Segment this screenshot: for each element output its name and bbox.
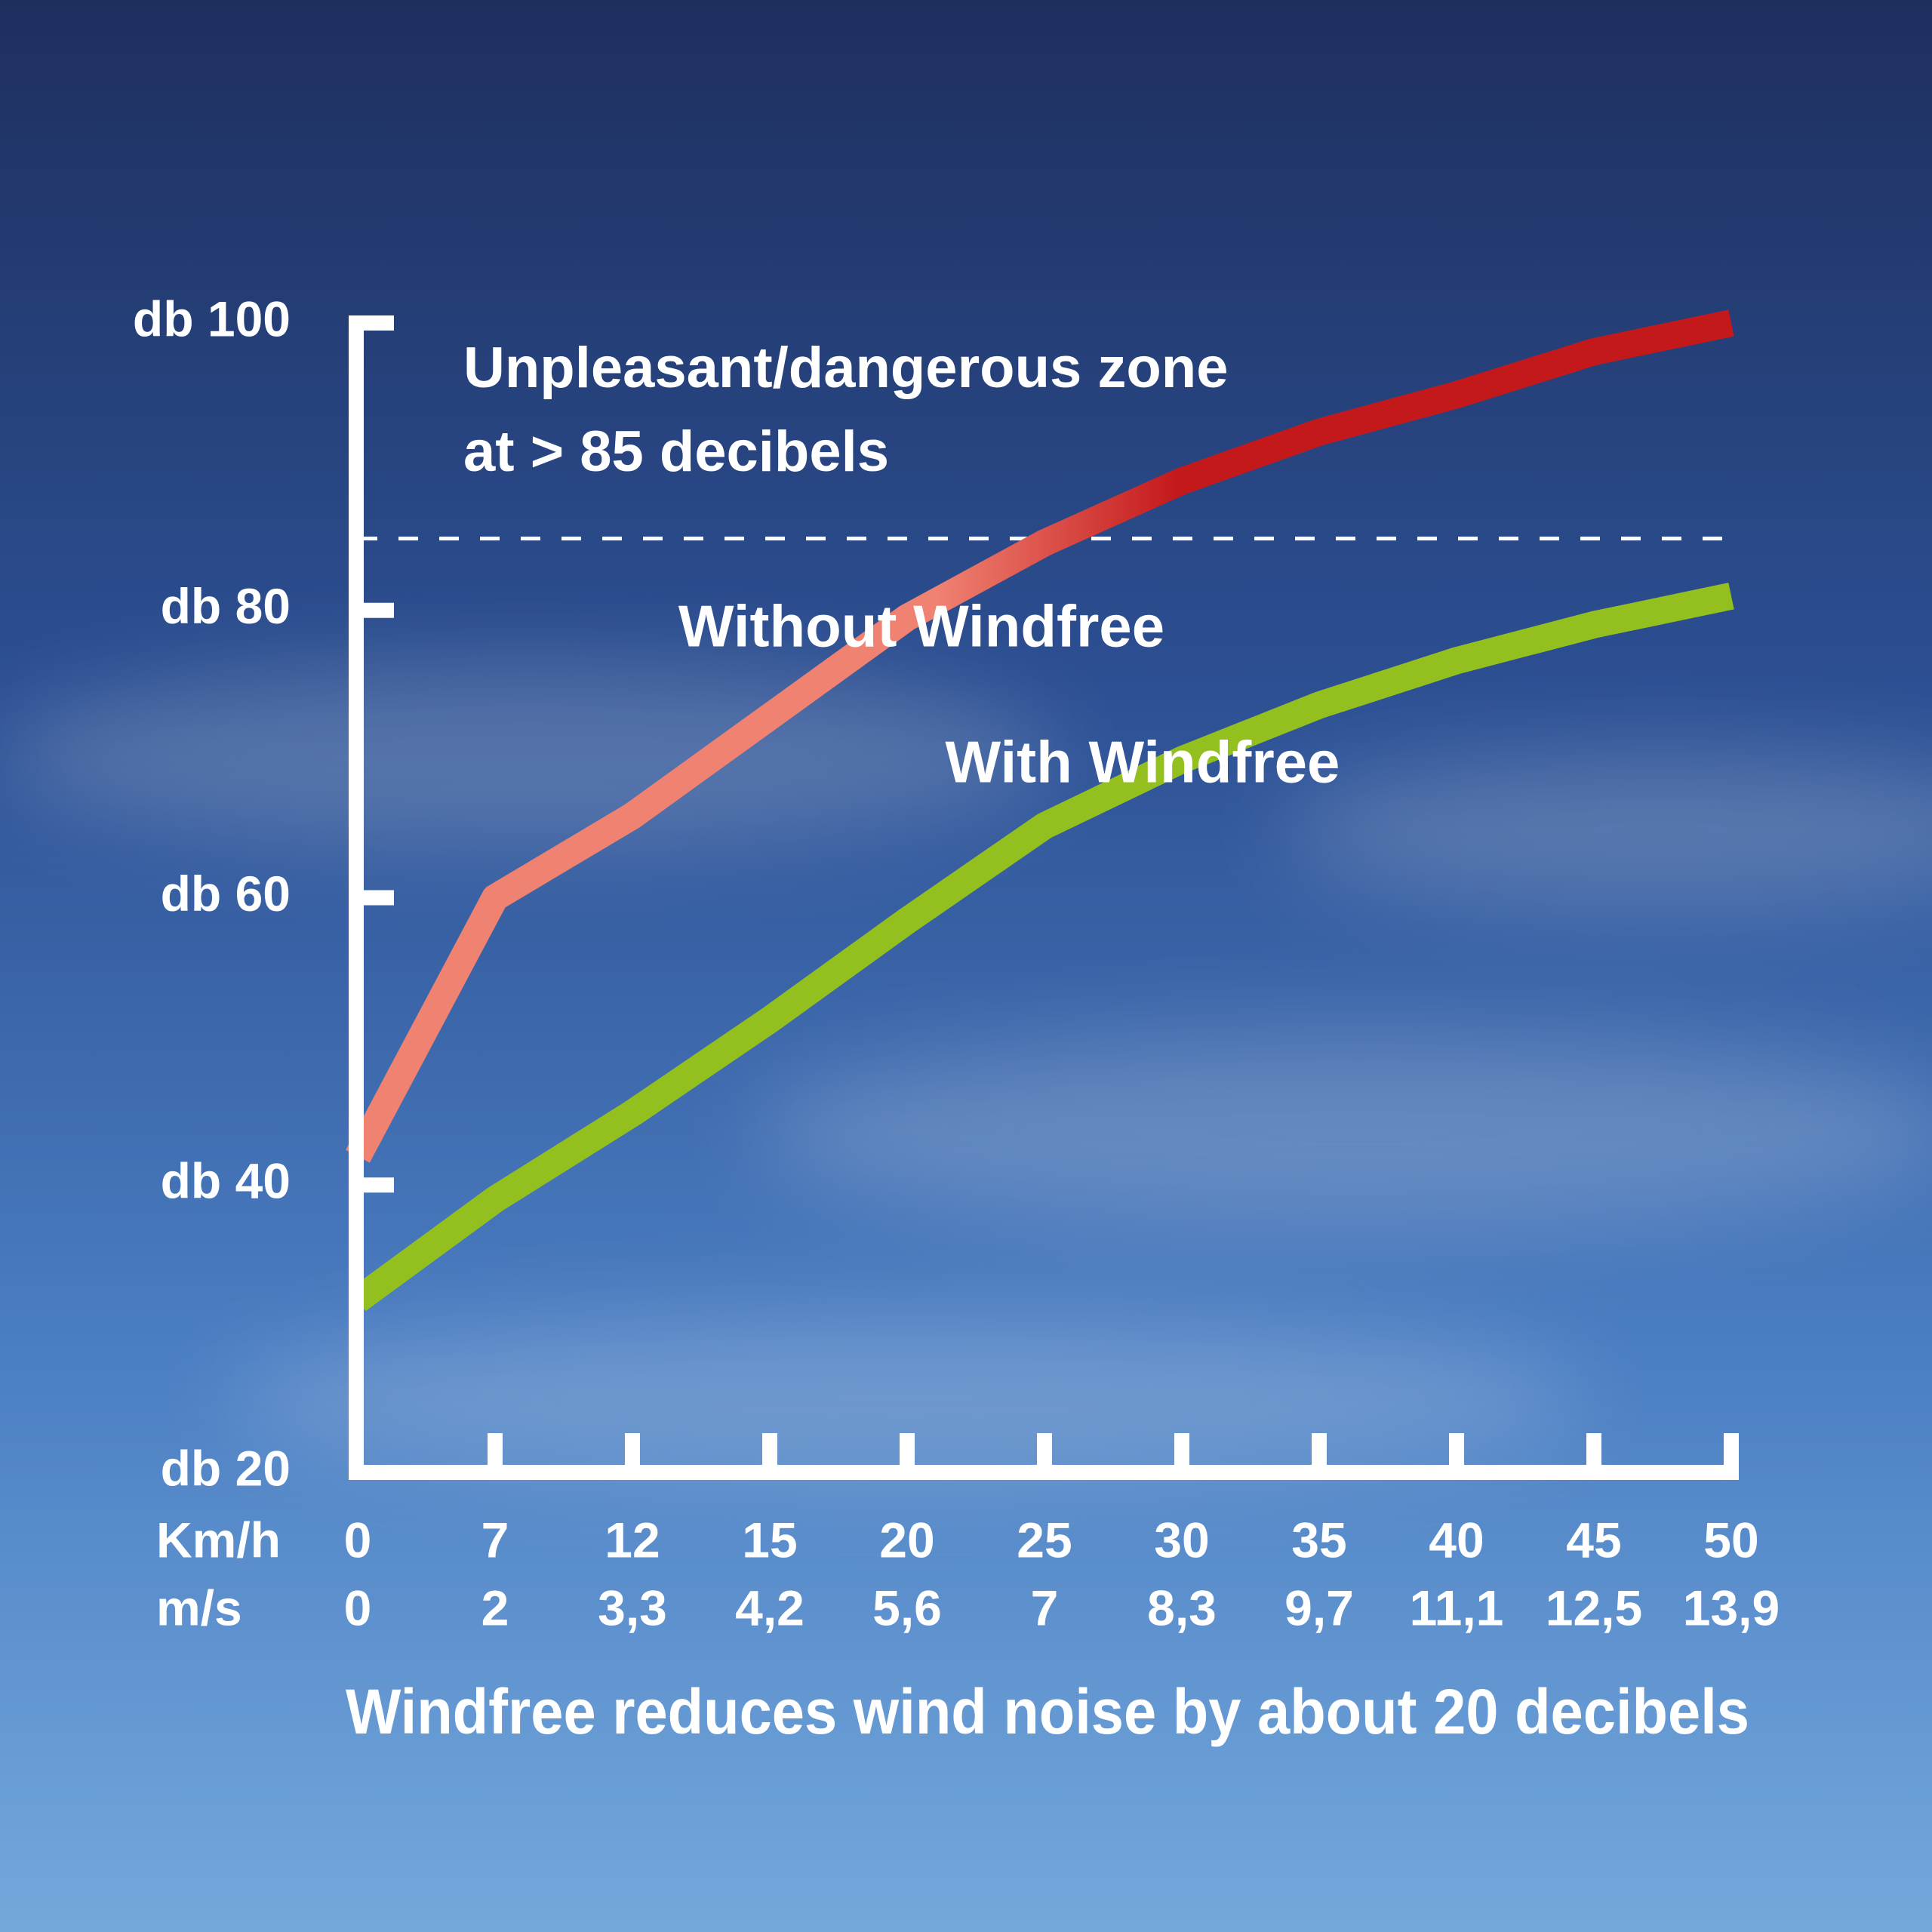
x-tick-label-secondary: 12,5 bbox=[1546, 1580, 1642, 1635]
x-tick-label-secondary: 2 bbox=[481, 1580, 509, 1635]
x-tick-label: 25 bbox=[1017, 1512, 1072, 1567]
annotation: at > 85 decibels bbox=[463, 420, 889, 484]
x-tick-label: 50 bbox=[1703, 1512, 1758, 1567]
y-tick-label: db 60 bbox=[161, 866, 291, 921]
x-tick-label-secondary: 8,3 bbox=[1147, 1580, 1217, 1635]
y-tick-label: db 80 bbox=[161, 578, 291, 634]
x-tick-label: 12 bbox=[605, 1512, 660, 1567]
annotation: Unpleasant/dangerous zone bbox=[463, 336, 1229, 400]
x-axis-label: m/s bbox=[156, 1580, 242, 1635]
x-tick-label: 40 bbox=[1429, 1512, 1484, 1567]
x-tick-label: 7 bbox=[481, 1512, 509, 1567]
x-tick-label: 0 bbox=[344, 1512, 372, 1567]
y-tick-label: db 100 bbox=[133, 291, 291, 346]
caption: Windfree reduces wind noise by about 20 … bbox=[346, 1676, 1749, 1747]
x-tick-label-secondary: 4,2 bbox=[735, 1580, 804, 1635]
x-tick-label-secondary: 11,1 bbox=[1410, 1580, 1504, 1635]
x-axis-label: Km/h bbox=[156, 1512, 281, 1567]
x-tick-label: 30 bbox=[1154, 1512, 1209, 1567]
x-tick-label-secondary: 9,7 bbox=[1284, 1580, 1354, 1635]
x-tick-label-secondary: 0 bbox=[344, 1580, 372, 1635]
x-tick-label-secondary: 7 bbox=[1031, 1580, 1059, 1635]
x-tick-label: 15 bbox=[742, 1512, 797, 1567]
x-tick-label-secondary: 3,3 bbox=[598, 1580, 667, 1635]
series-line bbox=[349, 583, 1734, 1312]
x-tick-label: 35 bbox=[1291, 1512, 1346, 1567]
x-tick-label-secondary: 13,9 bbox=[1683, 1580, 1780, 1635]
series-line bbox=[346, 309, 1734, 1163]
series-label: Without Windfree bbox=[678, 593, 1164, 660]
x-tick-label: 20 bbox=[879, 1512, 934, 1567]
y-tick-label: db 20 bbox=[161, 1440, 291, 1496]
series-label: With Windfree bbox=[946, 729, 1340, 795]
plot bbox=[346, 309, 1739, 1312]
x-tick-label-secondary: 5,6 bbox=[872, 1580, 942, 1635]
x-tick-label: 45 bbox=[1566, 1512, 1621, 1567]
y-tick-label: db 40 bbox=[161, 1153, 291, 1209]
